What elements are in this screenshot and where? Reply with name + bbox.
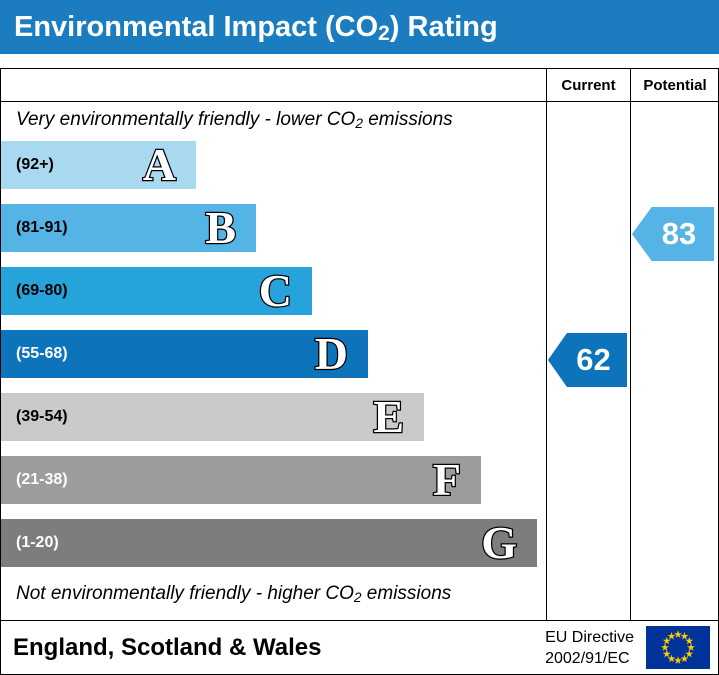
band-range-d: (55-68) [16,345,68,362]
column-divider-potential [630,69,631,620]
eu-directive-line2: 2002/91/EC [545,649,630,667]
potential-rating-arrow: 83 [632,207,714,261]
band-range-b: (81-91) [16,219,68,236]
band-range-c: (69-80) [16,282,68,299]
band-range-g: (1-20) [16,534,59,551]
epc-chart-frame: Current Potential Very environmentally f… [0,68,719,675]
band-list: (92+) A (81-91) B (69-80) C (55-68) D (3… [1,139,537,582]
band-range-a: (92+) [16,156,54,173]
band-letter-f: F [432,454,463,505]
caption-bottom: Not environmentally friendly - higher CO… [16,583,451,605]
page-title: Environmental Impact (CO2) Rating [14,10,498,46]
band-range-e: (39-54) [16,408,68,425]
caption-top: Very environmentally friendly - lower CO… [16,109,453,131]
eu-flag-icon [646,626,710,669]
column-header-potential: Potential [643,77,707,94]
band-letter-e: E [372,391,405,442]
column-divider-current [546,69,547,620]
band-letter-c: C [258,265,294,316]
title-banner: Environmental Impact (CO2) Rating [0,0,719,54]
epc-chart: Current Potential Very environmentally f… [1,69,718,621]
current-rating-arrow: 62 [548,333,627,387]
page-title-text: Environmental Impact (CO [14,10,379,43]
page-title-suffix: ) Rating [389,10,498,43]
caption-top-suffix: emissions [362,109,453,130]
caption-bottom-suffix: emissions [361,583,452,604]
eu-directive-line1: EU Directive [545,628,634,646]
chart-header-row [1,69,718,102]
region-label: England, Scotland & Wales [13,633,322,661]
caption-top-text: Very environmentally friendly - lower CO [16,109,356,130]
co2-subscript: 2 [353,590,362,605]
co2-subscript: 2 [378,22,390,46]
band-letter-d: D [314,328,350,379]
eu-directive-label: EU Directive 2002/91/EC [545,627,634,669]
band-bar-d: (55-68) D [1,328,368,379]
caption-bottom-text: Not environmentally friendly - higher CO [16,583,354,604]
current-rating-value: 62 [576,342,611,377]
band-letter-b: B [204,202,237,253]
band-range-f: (21-38) [16,471,68,488]
footer-right: EU Directive 2002/91/EC [545,626,710,669]
band-letter-g: G [480,517,518,568]
band-bar-a: (92+) A [1,139,196,190]
band-bar-e: (39-54) E [1,391,424,442]
band-bar-g: (1-20) G [1,517,537,568]
band-bar-b: (81-91) B [1,202,256,253]
band-letter-a: A [142,139,178,190]
column-header-current: Current [561,77,616,94]
potential-rating-value: 83 [661,216,697,251]
co2-subscript: 2 [355,116,363,131]
band-bar-c: (69-80) C [1,265,312,316]
band-bar-f: (21-38) F [1,454,481,505]
footer: England, Scotland & Wales EU Directive 2… [1,621,718,674]
